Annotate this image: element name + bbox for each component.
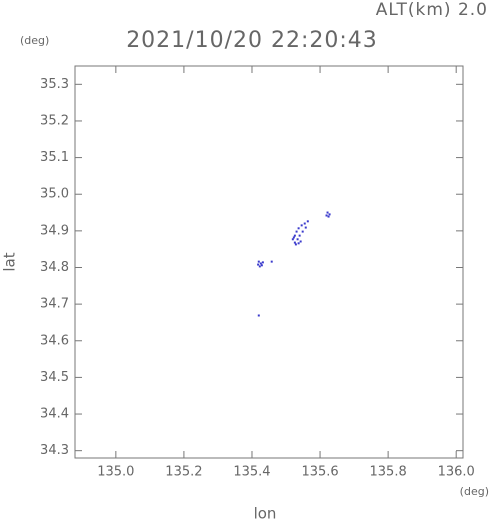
echo-point [294, 243, 297, 246]
echo-point [297, 242, 300, 245]
echo-point [325, 214, 328, 217]
echo-point [258, 265, 261, 268]
echo-point [297, 227, 300, 230]
y-tick-label: 34.3 [40, 443, 69, 458]
echo-point [257, 263, 260, 266]
y-tick-label: 34.7 [40, 297, 69, 312]
y-tick-label: 35.1 [40, 150, 69, 165]
y-unit: (deg) [20, 34, 49, 47]
echo-point [260, 264, 263, 267]
x-axis-label: lon [254, 505, 277, 521]
chart-title: 2021/10/20 22:20:43 [126, 28, 378, 53]
echo-point [257, 314, 260, 317]
echo-point [295, 230, 298, 233]
echo-point [259, 262, 262, 265]
y-tick-label: 35.3 [40, 77, 69, 92]
echo-point [326, 211, 329, 214]
y-tick-label: 34.8 [40, 260, 69, 275]
x-tick-label: 135.2 [165, 465, 202, 480]
echo-point [328, 213, 331, 216]
echo-point [298, 234, 301, 237]
echo-point [304, 226, 307, 229]
echo-point [327, 215, 330, 218]
y-tick-label: 34.9 [40, 223, 69, 238]
y-tick-label: 35.0 [40, 187, 69, 202]
x-tick-label: 135.8 [370, 465, 407, 480]
x-tick-label: 135.6 [301, 465, 338, 480]
plot-frame [74, 65, 464, 459]
y-tick-label: 35.2 [40, 113, 69, 128]
echo-point [306, 220, 309, 223]
echo-point [293, 234, 296, 237]
x-tick-label: 135.4 [233, 465, 270, 480]
altitude-annotation: ALT(km) 2.0 [376, 0, 488, 20]
echo-point [299, 240, 302, 243]
echo-point [257, 260, 260, 263]
echo-point [291, 238, 294, 241]
echo-point [292, 236, 295, 239]
x-tick-label: 136.0 [438, 465, 475, 480]
echo-point [296, 238, 299, 241]
echo-point [293, 241, 296, 244]
x-tick-label: 135.0 [97, 465, 134, 480]
echo-point [300, 224, 303, 227]
echo-point [261, 261, 264, 264]
y-axis-label: lat [1, 252, 19, 271]
echo-point [301, 230, 304, 233]
y-tick-label: 34.6 [40, 333, 69, 348]
echo-point [303, 222, 306, 225]
y-tick-label: 34.4 [40, 407, 69, 422]
echo-point [270, 260, 273, 263]
y-tick-label: 34.5 [40, 370, 69, 385]
x-unit: (deg) [460, 485, 489, 498]
